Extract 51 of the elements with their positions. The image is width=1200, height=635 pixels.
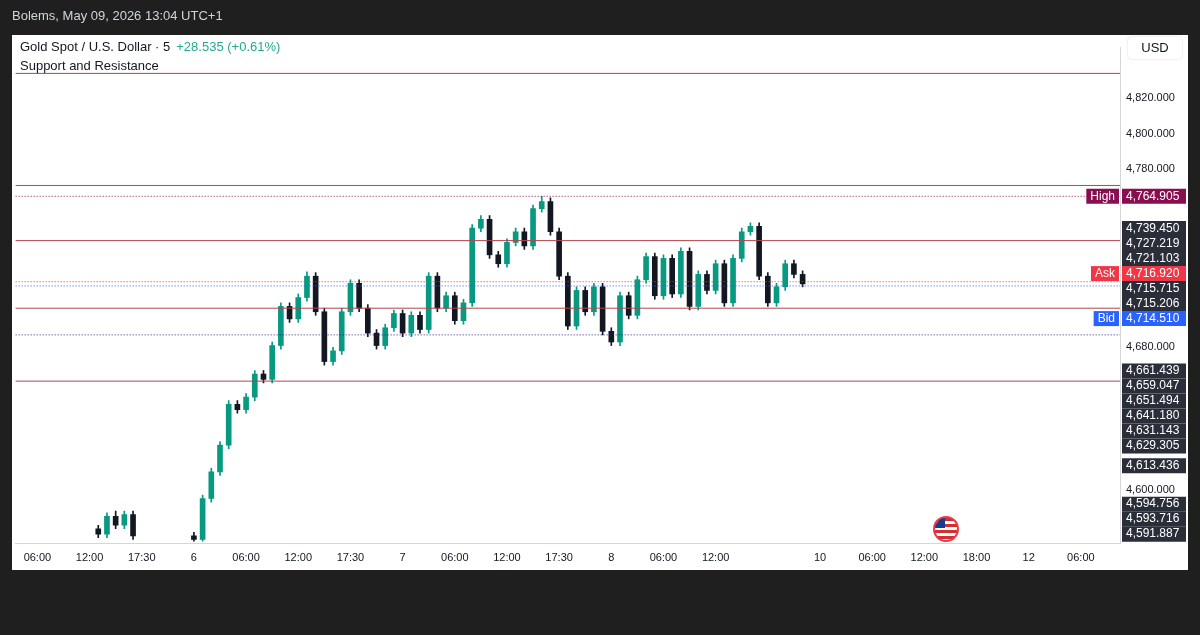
x-tick-label: 17:30 (127, 550, 156, 563)
text: 4,591.887 (1126, 526, 1180, 541)
x-tick-label: 12:00 (910, 550, 939, 563)
x-tick-label: 12:00 (493, 550, 521, 563)
text: 4,661.439 (1126, 363, 1180, 378)
x-tick-label: 8 (608, 550, 615, 563)
ref-line-label: Ask (1094, 265, 1116, 280)
text: 4,629.305 (1126, 438, 1180, 453)
x-tick-label: 17:30 (545, 550, 573, 563)
x-tick-label: 12:00 (284, 550, 313, 563)
chart-title: Gold Spot / U.S. Dollar · 5 (20, 39, 171, 54)
ref-line-label: Bid (1097, 310, 1115, 325)
y-axis-title: USD (1128, 37, 1182, 59)
text: 4,764.905 (1126, 188, 1180, 203)
y-tick-label: 4,800.000 (1126, 126, 1175, 139)
x-tick-label: 12:00 (701, 550, 730, 563)
chart-subtitle: Bolems, May 09, 2026 13:04 UTC+1 (12, 8, 223, 23)
annotation: Support and Resistance (20, 58, 159, 73)
x-tick-label: 10 (813, 550, 827, 563)
x-tick-label: 17:30 (336, 550, 365, 563)
text: 4,593.716 (1126, 511, 1180, 526)
text: 4,659.047 (1126, 378, 1180, 393)
y-tick-label: 4,600.000 (1126, 482, 1175, 495)
y-tick-label: 4,820.000 (1126, 91, 1175, 104)
text: 4,631.143 (1126, 423, 1180, 438)
x-tick-label: 7 (399, 550, 406, 563)
x-tick-label: 06:00 (232, 550, 260, 563)
text: 4,651.494 (1126, 393, 1180, 408)
x-tick-label: 06:00 (441, 550, 469, 563)
ref-line-label: High (1090, 188, 1115, 203)
x-tick-label: 06:00 (1067, 550, 1095, 563)
x-tick-label: 06:00 (858, 550, 886, 563)
text: 4,715.715 (1126, 280, 1180, 295)
x-tick-label: 18:00 (962, 550, 991, 563)
x-tick-label: 12:00 (75, 550, 104, 563)
y-tick-label: 4,780.000 (1126, 162, 1175, 175)
text: 4,714.510 (1126, 310, 1180, 325)
y-tick-label: 4,680.000 (1126, 340, 1175, 353)
text: 4,715.206 (1126, 295, 1180, 310)
text: 4,594.756 (1126, 496, 1180, 511)
text: 4,739.450 (1126, 220, 1180, 235)
x-tick-label: 6 (190, 550, 197, 563)
text: 4,716.920 (1126, 265, 1180, 280)
x-tick-label: 06:00 (23, 550, 52, 563)
text: 4,641.180 (1126, 408, 1180, 423)
text: 4,727.219 (1126, 235, 1180, 250)
x-tick-label: 12 (1022, 550, 1035, 563)
text: 4,613.436 (1126, 458, 1180, 473)
x-tick-label: 06:00 (649, 550, 678, 563)
annotation: +28.535 (+0.61%) (176, 39, 281, 54)
text: 4,721.103 (1126, 250, 1180, 265)
